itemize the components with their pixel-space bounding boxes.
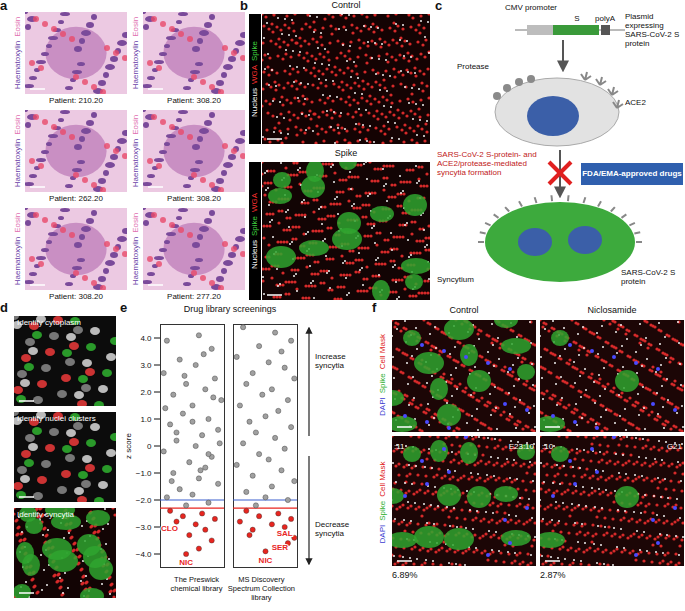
html-text:SARS-CoV-2 S protein: SARS-CoV-2 S protein: [621, 268, 676, 286]
html-text:d: d: [0, 300, 8, 315]
html-text:Patient: 210.20: Patient: 210.20: [49, 96, 103, 105]
html-text:Spike: Spike: [334, 148, 358, 158]
svg-text:4.0: 4.0: [140, 334, 152, 343]
html-text:Haematoxylin: Haematoxylin: [13, 138, 22, 188]
html-text:Control: Control: [331, 0, 361, 10]
html-text:WGA: WGA: [250, 193, 259, 213]
html-text:Plasmid expressing SARS-CoV-2: Plasmid expressing SARS-CoV-2 S protein: [625, 12, 680, 48]
html-text:Patient: 308.20: Patient: 308.20: [49, 292, 103, 301]
html-text:Identify syncytia: Identify syncytia: [17, 510, 74, 519]
html-text:Niclosamide: Niclosamide: [587, 305, 637, 315]
html-text:MS Discovery Spectrum Collecti: MS Discovery Spectrum Collection library: [227, 575, 295, 602]
html-text:E23:10: E23:10: [508, 442, 534, 451]
html-text:Identify cytoplasm: Identify cytoplasm: [17, 318, 81, 327]
svg-text:SER: SER: [272, 543, 289, 552]
html-text:Eosin: Eosin: [13, 212, 22, 233]
html-text:DAPI: DAPI: [378, 397, 387, 416]
svg-text:z score: z score: [124, 433, 133, 459]
html-text:Protease: Protease: [457, 62, 489, 71]
html-text:6.89%: 6.89%: [392, 570, 418, 580]
html-text:Haematoxylin: Haematoxylin: [13, 40, 22, 90]
html-text:ACE2: ACE2: [625, 98, 646, 107]
html-text:Drug library screenings: Drug library screenings: [183, 304, 277, 314]
html-text:Nucleus: Nucleus: [250, 240, 259, 269]
html-text:S: S: [574, 14, 580, 23]
html-text:SARS-CoV-2 S-protein- and ACE2: SARS-CoV-2 S-protein- and ACE2/protease-…: [437, 150, 537, 177]
html-text:Spike: Spike: [378, 373, 387, 394]
html-text:Patient: 308.20: Patient: 308.20: [167, 194, 221, 203]
html-text:Eosin: Eosin: [131, 16, 140, 37]
svg-text:3.0: 3.0: [140, 361, 152, 370]
html-text:Eosin: Eosin: [131, 114, 140, 135]
html-text:Increase syncytia: Increase syncytia: [315, 352, 346, 370]
html-text:Identify nuclei clusters: Identify nuclei clusters: [17, 414, 96, 423]
svg-text:−2.0: −2.0: [136, 496, 152, 505]
html-text::11: :11: [394, 442, 405, 451]
html-text:Patient: 262.20: Patient: 262.20: [49, 194, 103, 203]
html-text:Cell Mask: Cell Mask: [378, 461, 387, 497]
svg-text:1.0: 1.0: [140, 415, 152, 424]
html-text:Eosin: Eosin: [131, 212, 140, 233]
html-text:DAPI: DAPI: [378, 524, 387, 544]
html-text:WGA: WGA: [250, 65, 259, 85]
html-text:Haematoxylin: Haematoxylin: [131, 236, 140, 286]
html-text:Patient: 277.20: Patient: 277.20: [167, 292, 221, 301]
svg-text:0: 0: [147, 442, 152, 451]
html-text:2.87%: 2.87%: [540, 570, 566, 580]
html-text:The Preswick chemical library: The Preswick chemical library: [170, 575, 223, 593]
html-text:Control: Control: [449, 305, 479, 315]
html-text:Haematoxylin: Haematoxylin: [131, 138, 140, 188]
html-text:f: f: [372, 300, 377, 315]
html-text:Patient: 308.20: Patient: 308.20: [167, 96, 221, 105]
html-text:Decrease syncytia: Decrease syncytia: [315, 520, 350, 538]
svg-text:−3.0: −3.0: [136, 523, 152, 532]
svg-text:CLO: CLO: [161, 524, 178, 533]
html-text:Cell Mask: Cell Mask: [378, 334, 387, 370]
html-text:FDA/EMA-approved drugs: FDA/EMA-approved drugs: [582, 169, 682, 178]
html-text:Eosin: Eosin: [13, 16, 22, 37]
html-text:G21: G21: [666, 442, 682, 451]
html-text:Spike: Spike: [378, 500, 387, 521]
svg-text:2.0: 2.0: [140, 388, 152, 397]
html-text:CMV promoter: CMV promoter: [505, 3, 557, 12]
html-text:Eosin: Eosin: [13, 114, 22, 135]
html-text:Syncytium: Syncytium: [437, 275, 474, 284]
svg-text:SAL: SAL: [277, 529, 293, 538]
svg-text:−1.0: −1.0: [136, 469, 152, 478]
html-text:Spike: Spike: [250, 41, 259, 61]
html-text:Haematoxylin: Haematoxylin: [131, 40, 140, 90]
html-text:e: e: [120, 300, 128, 315]
svg-text:NIC: NIC: [179, 558, 193, 567]
html-text::10: :10: [542, 442, 554, 451]
svg-text:−4.0: −4.0: [136, 550, 152, 559]
svg-text:NIC: NIC: [259, 556, 273, 565]
html-text:Spike: Spike: [250, 216, 259, 237]
html-text:Nucleus: Nucleus: [250, 88, 259, 117]
html-text:polyA: polyA: [595, 14, 615, 23]
html-text:Haematoxylin: Haematoxylin: [13, 236, 22, 286]
